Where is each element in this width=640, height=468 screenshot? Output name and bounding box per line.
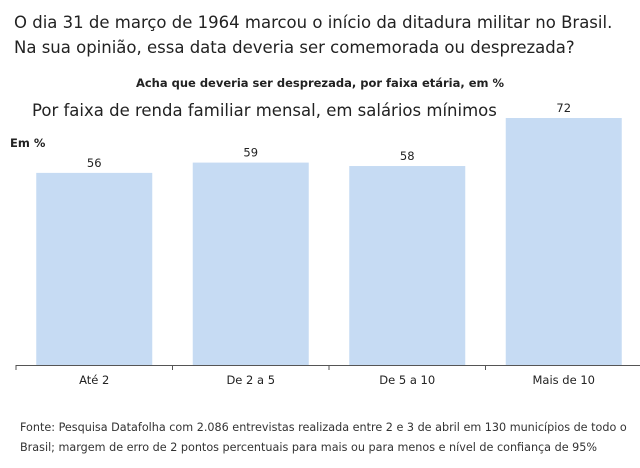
chart-title: Por faixa de renda familiar mensal, em s… (32, 101, 497, 120)
bar-1 (36, 172, 153, 365)
chart-subtitle: Acha que deveria ser desprezada, por fai… (135, 76, 505, 90)
question-text: O dia 31 de março de 1964 marcou o iníci… (14, 13, 613, 57)
bar-value-label: 59 (243, 146, 258, 160)
x-tick-label: De 2 a 5 (226, 373, 275, 387)
bar-value-label: 72 (556, 101, 571, 115)
bar-value-label: 58 (400, 149, 415, 163)
unit-label: Em % (10, 136, 46, 150)
bar-2 (192, 162, 309, 365)
x-tick-label: Até 2 (79, 373, 109, 387)
x-tick-label: De 5 a 10 (379, 373, 435, 387)
bar-value-label: 56 (87, 156, 102, 170)
source-footnote: Fonte: Pesquisa Datafolha com 2.086 entr… (20, 421, 627, 454)
bar-3 (349, 166, 466, 365)
bar-4 (505, 118, 622, 365)
x-tick-label: Mais de 10 (533, 373, 595, 387)
